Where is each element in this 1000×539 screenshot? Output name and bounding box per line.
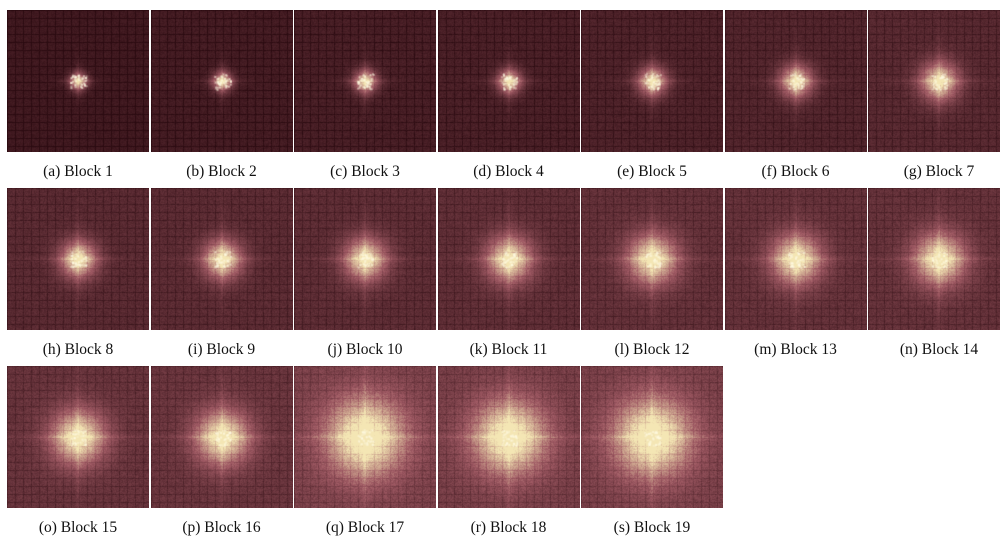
figure-panel-16: (p) Block 16: [150, 366, 293, 536]
figure-panel-1: (a) Block 1: [7, 10, 149, 180]
panel-caption: (o) Block 15: [38, 519, 118, 536]
spectrum-image: [581, 10, 723, 152]
figure-panel-13: (m) Block 13: [724, 188, 867, 358]
figure-panel-19: (s) Block 19: [581, 366, 723, 536]
spectrum-image: [150, 188, 293, 330]
figure-panel-11: (k) Block 11: [437, 188, 580, 358]
panel-caption: (k) Block 11: [469, 341, 548, 358]
figure-panel-4: (d) Block 4: [437, 10, 580, 180]
figure-panel-14: (n) Block 14: [868, 188, 1000, 358]
panel-caption: (s) Block 19: [613, 519, 691, 536]
panel-caption: (i) Block 9: [187, 341, 256, 358]
spectrum-image: [150, 10, 293, 152]
spectrum-image: [7, 188, 149, 330]
figure-panel-8: (h) Block 8: [7, 188, 149, 358]
panel-caption: (a) Block 1: [43, 163, 113, 180]
spectrum-image: [294, 10, 436, 152]
spectrum-image: [294, 188, 436, 330]
figure-panel-7: (g) Block 7: [868, 10, 1000, 180]
panel-caption: (d) Block 4: [473, 163, 544, 180]
panel-caption: (p) Block 16: [182, 519, 261, 536]
figure-panel-5: (e) Block 5: [581, 10, 723, 180]
spectrum-image: [150, 366, 293, 508]
panel-caption: (h) Block 8: [42, 341, 114, 358]
spectrum-image: [437, 366, 580, 508]
figure-panel-9: (i) Block 9: [150, 188, 293, 358]
figure-panel-10: (j) Block 10: [294, 188, 436, 358]
spectrum-image: [437, 188, 580, 330]
figure-panel-15: (o) Block 15: [7, 366, 149, 536]
panel-caption: (r) Block 18: [470, 519, 547, 536]
panel-caption: (m) Block 13: [754, 341, 837, 358]
panel-caption: (e) Block 5: [617, 163, 687, 180]
figure-panel-18: (r) Block 18: [437, 366, 580, 536]
panel-caption: (c) Block 3: [330, 163, 400, 180]
panel-caption: (g) Block 7: [903, 163, 975, 180]
spectrum-image: [868, 188, 1000, 330]
figure-panel-2: (b) Block 2: [150, 10, 293, 180]
figure-panel-3: (c) Block 3: [294, 10, 436, 180]
panel-caption: (b) Block 2: [186, 163, 257, 180]
panel-caption: (l) Block 12: [614, 341, 690, 358]
spectrum-image: [7, 366, 149, 508]
spectrum-image: [7, 10, 149, 152]
spectrum-image: [868, 10, 1000, 152]
panel-caption: (q) Block 17: [325, 519, 405, 536]
figure-panel-12: (l) Block 12: [581, 188, 723, 358]
spectrum-image: [437, 10, 580, 152]
spectrum-image: [294, 366, 436, 508]
spectrum-image: [581, 366, 723, 508]
spectrum-image: [724, 10, 867, 152]
figure-panel-17: (q) Block 17: [294, 366, 436, 536]
panel-caption: (n) Block 14: [899, 341, 979, 358]
figure-panel-6: (f) Block 6: [724, 10, 867, 180]
spectrum-image: [724, 188, 867, 330]
spectrum-image: [581, 188, 723, 330]
panel-caption: (f) Block 6: [761, 163, 830, 180]
panel-caption: (j) Block 10: [327, 341, 403, 358]
